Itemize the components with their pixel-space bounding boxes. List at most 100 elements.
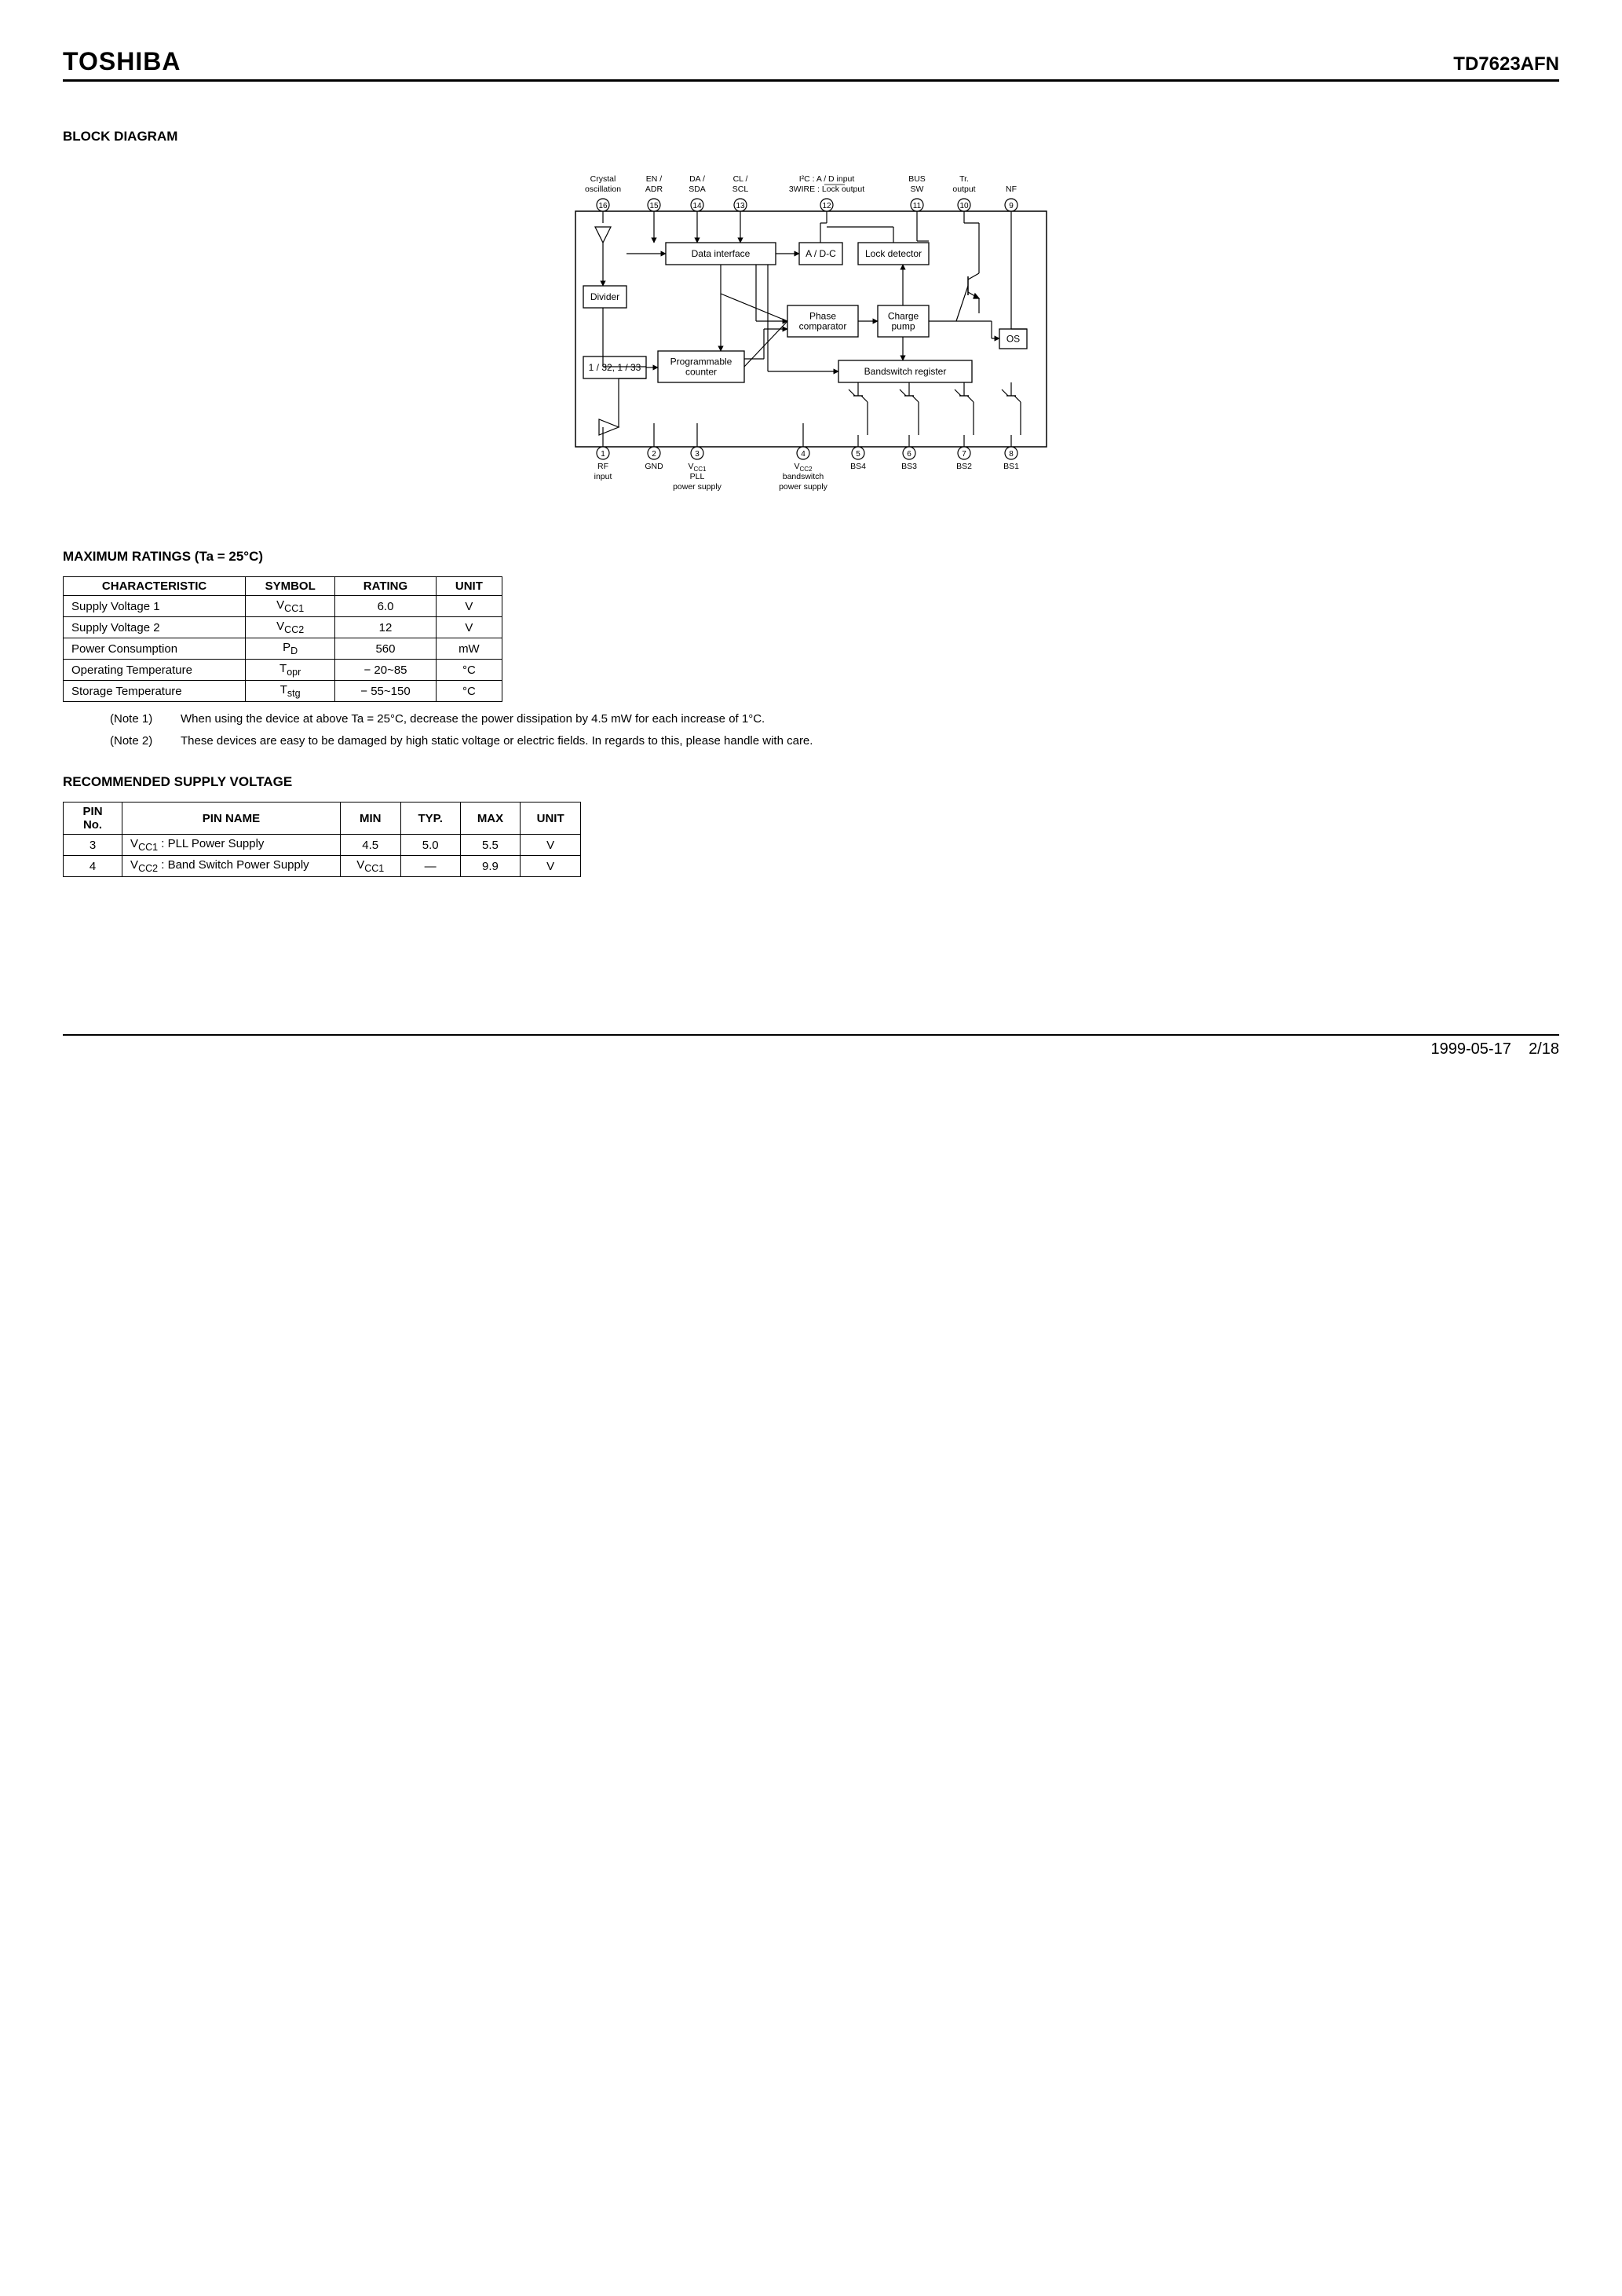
svg-text:12: 12 [822, 202, 831, 210]
svg-text:GND: GND [645, 462, 663, 471]
svg-text:OS: OS [1006, 334, 1020, 345]
svg-text:NF: NF [1006, 185, 1017, 194]
svg-text:1 / 32, 1 / 33: 1 / 32, 1 / 33 [589, 362, 641, 373]
svg-text:3: 3 [695, 450, 700, 459]
col-header: RATING [335, 577, 437, 596]
svg-text:SW: SW [911, 185, 924, 194]
rec-supply-table: PINNo.PIN NAMEMINTYP.MAXUNIT3VCC1 : PLL … [63, 802, 581, 877]
svg-text:13: 13 [736, 202, 745, 210]
svg-text:VCC2: VCC2 [794, 462, 813, 473]
cell: 9.9 [460, 856, 520, 877]
svg-text:1: 1 [601, 450, 605, 459]
cell: Operating Temperature [64, 660, 246, 681]
cell: Storage Temperature [64, 681, 246, 702]
svg-text:Charge: Charge [888, 311, 919, 322]
svg-text:VCC1: VCC1 [688, 462, 707, 473]
svg-text:BS4: BS4 [850, 462, 866, 471]
svg-text:Data interface: Data interface [692, 248, 751, 259]
col-header: PINNo. [64, 803, 122, 835]
note1-label: (Note 1) [110, 710, 181, 729]
cell: °C [436, 681, 502, 702]
svg-text:oscillation: oscillation [585, 185, 621, 194]
cell: V [521, 835, 581, 856]
footer-date: 1999-05-17 [1431, 1040, 1511, 1058]
svg-text:SCL: SCL [732, 185, 749, 194]
cell: − 55~150 [335, 681, 437, 702]
svg-text:Lock detector: Lock detector [865, 248, 922, 259]
footer-page: 2/18 [1529, 1040, 1559, 1058]
svg-text:16: 16 [598, 202, 608, 210]
part-number: TD7623AFN [1453, 53, 1559, 75]
cell: 12 [335, 617, 437, 638]
svg-text:input: input [594, 472, 612, 481]
cell: — [400, 856, 460, 877]
svg-text:PLL: PLL [690, 472, 705, 481]
svg-text:5: 5 [856, 450, 860, 459]
svg-text:6: 6 [907, 450, 911, 459]
cell: VCC1 [340, 856, 400, 877]
block-diagram: 16Crystaloscillation15EN /ADR14DA /SDA13… [63, 156, 1559, 517]
svg-text:Tr.: Tr. [959, 174, 969, 184]
svg-text:4: 4 [801, 450, 806, 459]
svg-text:14: 14 [692, 202, 702, 210]
svg-text:9: 9 [1009, 202, 1014, 210]
col-header: TYP. [400, 803, 460, 835]
svg-text:Programmable: Programmable [670, 356, 732, 367]
svg-text:RF: RF [597, 462, 608, 471]
svg-text:pump: pump [891, 321, 915, 332]
footer: 1999-05-17 2/18 [63, 1034, 1559, 1058]
svg-text:Bandswitch register: Bandswitch register [864, 366, 947, 377]
cell: V [436, 617, 502, 638]
svg-text:2: 2 [652, 450, 656, 459]
note1-text: When using the device at above Ta = 25°C… [181, 710, 765, 729]
cell: 6.0 [335, 596, 437, 617]
svg-text:counter: counter [685, 367, 717, 378]
col-header: MIN [340, 803, 400, 835]
svg-text:ADR: ADR [645, 185, 663, 194]
svg-text:15: 15 [649, 202, 659, 210]
cell: VCC2 : Band Switch Power Supply [122, 856, 341, 877]
cell: 560 [335, 638, 437, 660]
svg-text:A / D-C: A / D-C [806, 248, 836, 259]
cell: PD [246, 638, 335, 660]
cell: 5.0 [400, 835, 460, 856]
section-rec-supply: RECOMMENDED SUPPLY VOLTAGE [63, 774, 1559, 790]
svg-text:10: 10 [959, 202, 969, 210]
cell: Topr [246, 660, 335, 681]
cell: 4 [64, 856, 122, 877]
svg-text:bandswitch: bandswitch [783, 472, 824, 481]
svg-text:3WIRE : Lock output: 3WIRE : Lock output [789, 185, 864, 194]
cell: V [521, 856, 581, 877]
svg-text:I²C : A / D input: I²C : A / D input [799, 174, 855, 184]
cell: − 20~85 [335, 660, 437, 681]
svg-text:8: 8 [1009, 450, 1014, 459]
cell: Supply Voltage 2 [64, 617, 246, 638]
svg-text:SDA: SDA [689, 185, 706, 194]
svg-text:Crystal: Crystal [590, 174, 616, 184]
section-max-ratings: MAXIMUM RATINGS (Ta = 25°C) [63, 549, 1559, 565]
section-block-diagram: BLOCK DIAGRAM [63, 129, 1559, 144]
cell: 4.5 [340, 835, 400, 856]
col-header: PIN NAME [122, 803, 341, 835]
col-header: SYMBOL [246, 577, 335, 596]
svg-text:Phase: Phase [809, 311, 836, 322]
svg-text:power supply: power supply [779, 482, 828, 492]
brand: TOSHIBA [63, 47, 181, 76]
cell: Supply Voltage 1 [64, 596, 246, 617]
svg-text:comparator: comparator [799, 321, 847, 332]
page-header: TOSHIBA TD7623AFN [63, 47, 1559, 82]
cell: Power Consumption [64, 638, 246, 660]
svg-text:BS2: BS2 [956, 462, 972, 471]
svg-text:CL /: CL / [733, 174, 748, 184]
svg-text:BS3: BS3 [901, 462, 917, 471]
note2-label: (Note 2) [110, 732, 181, 751]
svg-text:7: 7 [962, 450, 966, 459]
svg-text:output: output [952, 185, 975, 194]
svg-text:BUS: BUS [908, 174, 926, 184]
svg-text:BS1: BS1 [1003, 462, 1019, 471]
notes: (Note 1) When using the device at above … [110, 710, 1559, 751]
note2-text: These devices are easy to be damaged by … [181, 732, 813, 751]
cell: VCC1 : PLL Power Supply [122, 835, 341, 856]
cell: mW [436, 638, 502, 660]
cell: °C [436, 660, 502, 681]
